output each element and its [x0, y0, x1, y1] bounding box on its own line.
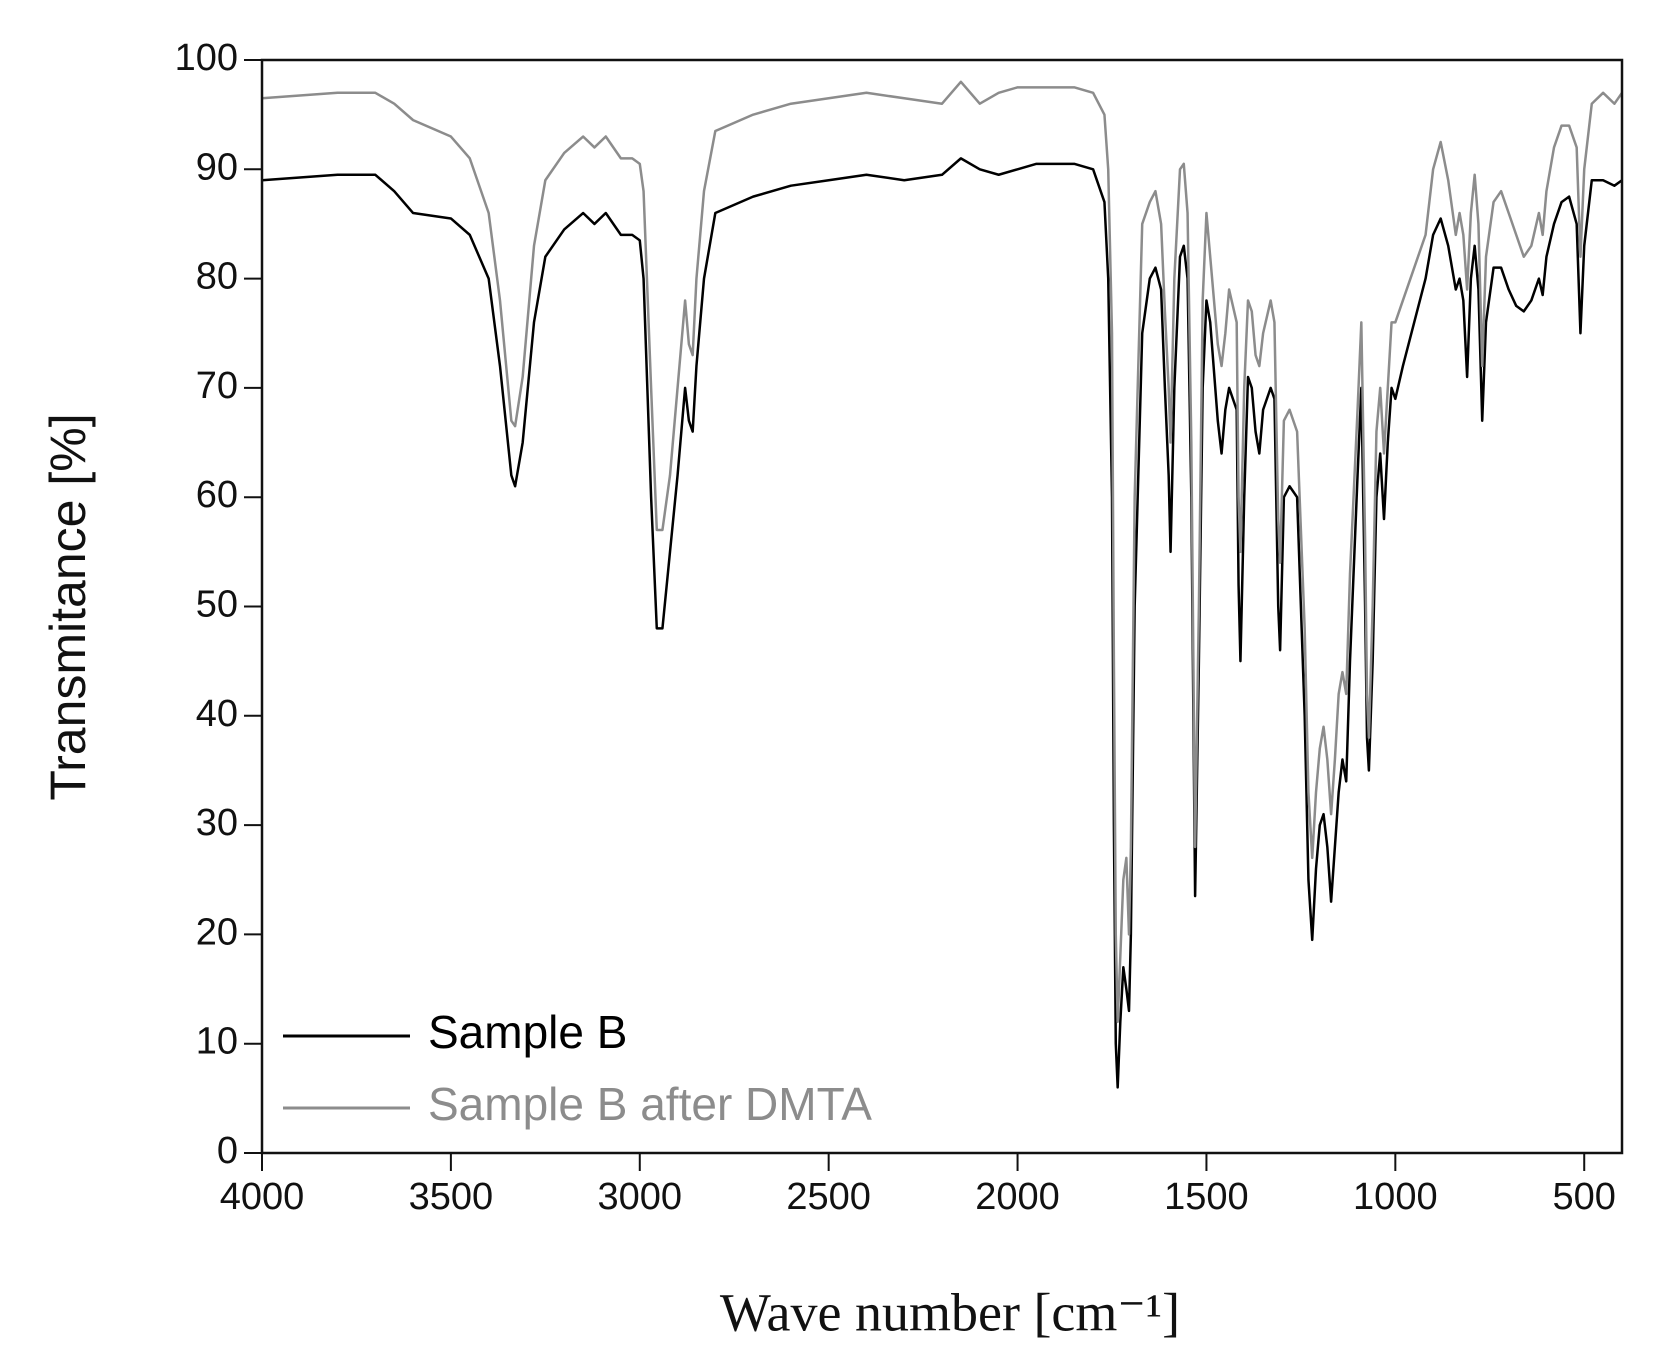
x-tick-label: 1500	[1164, 1176, 1249, 1218]
x-tick-label: 3500	[409, 1176, 494, 1218]
y-axis-title: Transmitance [%]	[40, 413, 96, 800]
y-tick-label: 20	[196, 911, 238, 953]
y-tick-label: 70	[196, 365, 238, 407]
y-tick-label: 100	[175, 37, 238, 79]
x-tick-label: 500	[1553, 1176, 1616, 1218]
y-tick-label: 80	[196, 256, 238, 298]
y-tick-label: 50	[196, 584, 238, 626]
y-tick-label: 10	[196, 1021, 238, 1063]
x-tick-label: 4000	[220, 1176, 305, 1218]
y-tick-label: 60	[196, 474, 238, 516]
x-tick-label: 2000	[975, 1176, 1060, 1218]
legend-label: Sample B after DMTA	[428, 1078, 872, 1130]
x-tick-label: 3000	[598, 1176, 683, 1218]
legend-label: Sample B	[428, 1006, 627, 1058]
plot-frame	[260, 58, 1624, 1155]
y-tick-label: 40	[196, 693, 238, 735]
y-tick-label: 30	[196, 802, 238, 844]
y-tick-label: 90	[196, 146, 238, 188]
x-tick-label: 2500	[786, 1176, 871, 1218]
series-line	[261, 157, 1623, 1089]
y-tick-label: 0	[217, 1130, 238, 1172]
x-tick-label: 1000	[1353, 1176, 1438, 1218]
series-line	[261, 80, 1624, 1024]
x-axis-title: Wave number [cm⁻¹]	[720, 1282, 1180, 1342]
